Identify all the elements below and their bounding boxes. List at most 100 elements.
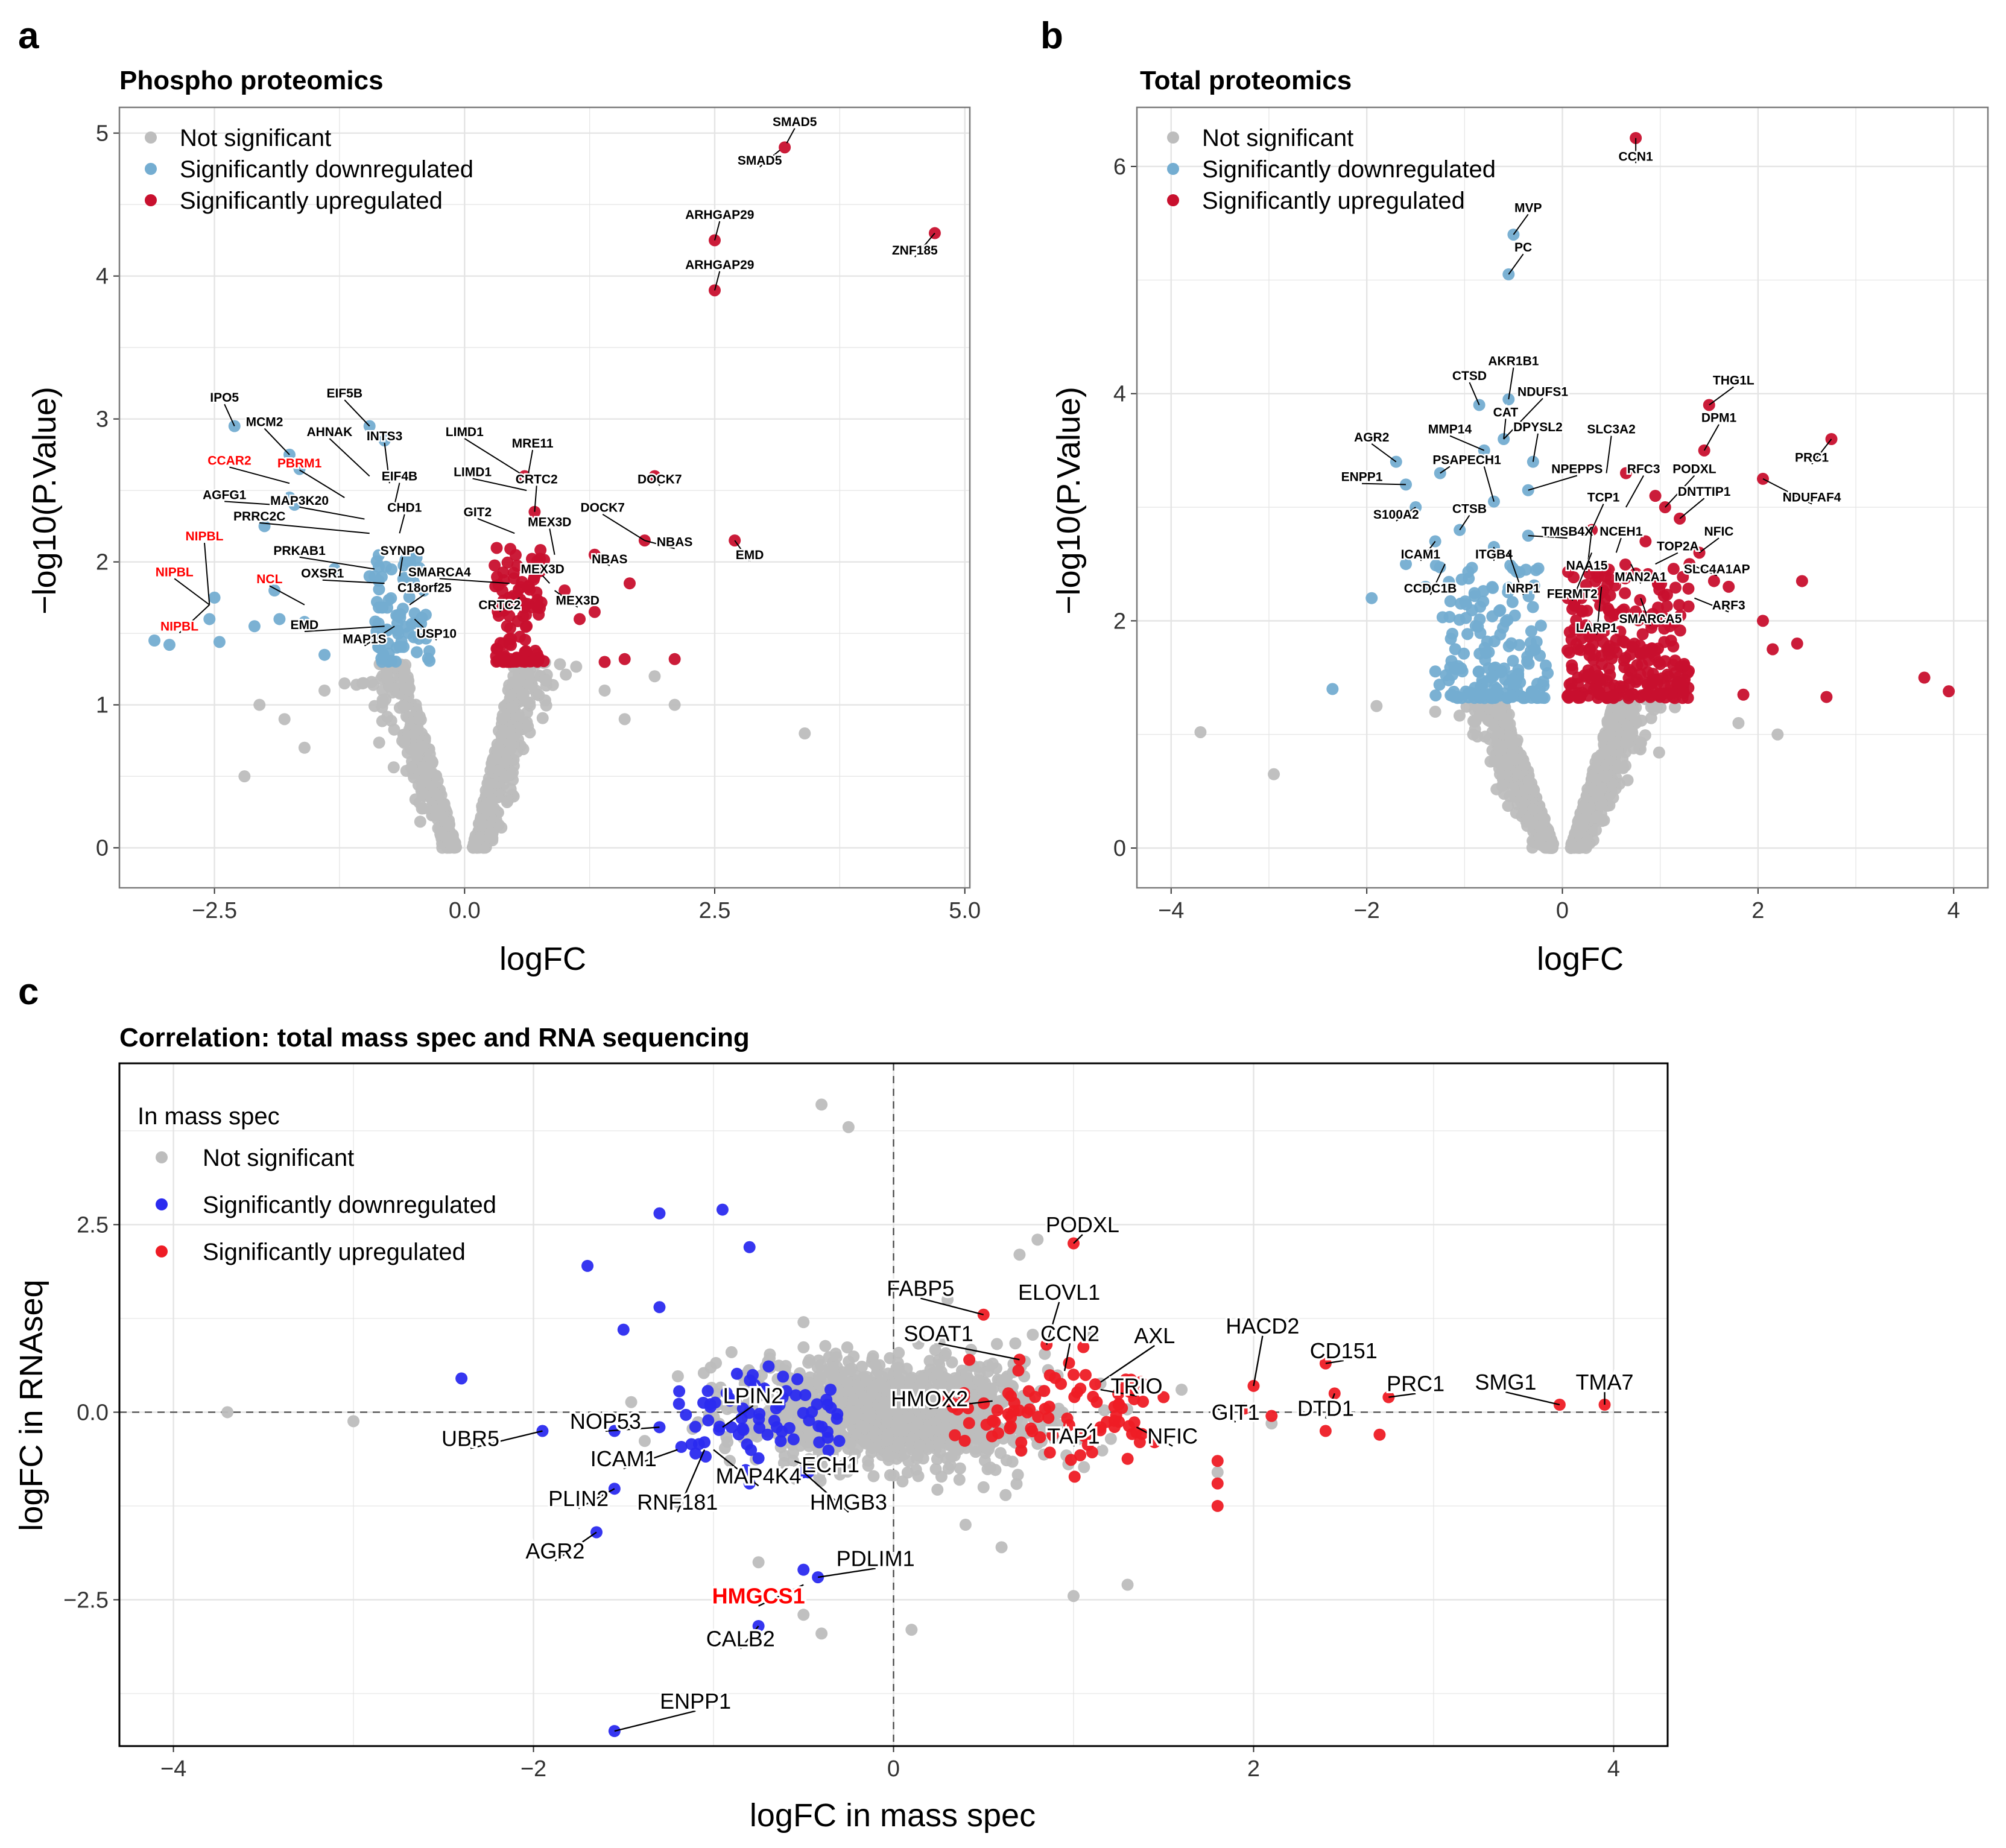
point-not-significant: [1771, 728, 1784, 741]
point-not-significant: [995, 1541, 1008, 1554]
point-downregulated: [378, 434, 391, 447]
legend-label: Not significant: [203, 1145, 354, 1171]
point-not-significant: [428, 786, 440, 799]
point-label: CCDC1B: [1404, 581, 1457, 595]
point-upregulated: [1660, 615, 1672, 628]
point-not-significant: [438, 799, 451, 812]
point-downregulated: [385, 592, 397, 604]
point-not-significant: [978, 1454, 991, 1467]
point-upregulated: [1756, 615, 1769, 627]
point-not-significant: [338, 677, 351, 690]
y-tick-label: 4: [1113, 382, 1126, 407]
y-tick-label: 0: [96, 836, 109, 861]
point-label: NFIC: [1704, 525, 1733, 539]
point-downregulated: [791, 1373, 804, 1385]
point-downregulated: [1436, 611, 1449, 624]
point-downregulated: [1449, 663, 1462, 676]
point-upregulated: [1211, 1477, 1224, 1490]
panel-c-xlabel: logFC in mass spec: [750, 1797, 1036, 1834]
point-not-significant: [504, 689, 517, 701]
point-downregulated: [1482, 646, 1495, 659]
panel-a-ylabel: −log10(P.Value): [27, 387, 63, 615]
point-not-significant: [523, 696, 536, 709]
label-leader-line: [304, 625, 385, 633]
point-upregulated: [1319, 1425, 1332, 1437]
legend-key-not-significant: [156, 1151, 168, 1163]
point-upregulated: [1651, 673, 1663, 686]
point-label: DPM1: [1701, 411, 1737, 425]
point-label: AHNAK: [306, 425, 352, 439]
point-not-significant: [1507, 782, 1520, 795]
label-leader-line: [464, 438, 525, 477]
x-tick-label: 0: [1556, 898, 1569, 923]
point-upregulated: [1026, 1425, 1039, 1438]
point-not-significant: [999, 1489, 1012, 1501]
point-not-significant: [522, 720, 534, 733]
point-label: CCN1: [1619, 150, 1653, 164]
point-downregulated: [831, 1408, 844, 1420]
point-downregulated: [1453, 613, 1466, 626]
point-not-significant: [855, 1420, 867, 1432]
point-downregulated: [409, 617, 422, 630]
point-upregulated: [1791, 638, 1803, 650]
point-label: PODXL: [1046, 1212, 1119, 1237]
point-not-significant: [1493, 768, 1506, 780]
point-downregulated: [1482, 662, 1495, 674]
point-upregulated: [1563, 626, 1576, 639]
point-not-significant: [482, 785, 495, 797]
point-not-significant: [815, 1098, 828, 1111]
point-not-significant: [890, 1419, 902, 1431]
point-upregulated: [1626, 641, 1639, 653]
data-points: [148, 141, 941, 854]
label-leader-line: [644, 540, 675, 549]
point-not-significant: [718, 1442, 731, 1455]
point-label: MMP14: [1428, 423, 1472, 437]
point-upregulated: [1373, 1428, 1386, 1441]
panel-a-title: Phospho proteomics: [119, 66, 384, 95]
point-label: CRTC2: [478, 598, 520, 612]
point-not-significant: [501, 754, 513, 767]
point-label: MEX3D: [521, 563, 565, 577]
point-not-significant: [506, 701, 519, 714]
point-downregulated: [397, 573, 410, 586]
point-not-significant: [1574, 825, 1587, 838]
point-label: SMARCA5: [1619, 612, 1682, 626]
point-not-significant: [381, 710, 394, 723]
point-not-significant: [1527, 803, 1540, 815]
label-leader-line: [1508, 552, 1524, 595]
point-not-significant: [648, 670, 661, 683]
label-leader-line: [299, 469, 345, 498]
point-label: ICAM1: [1401, 548, 1441, 562]
point-upregulated: [1577, 605, 1589, 618]
panel-a-phospho-volcano: a Phospho proteomics −2.5 0.0 2.5 5.0 0 1 2 3 4 5…: [18, 15, 981, 977]
point-label: CCAR2: [207, 454, 251, 467]
point-downregulated: [373, 641, 386, 654]
point-not-significant: [439, 815, 452, 827]
point-upregulated: [1619, 467, 1632, 479]
point-upregulated: [1943, 685, 1955, 698]
point-downregulated: [1542, 667, 1554, 680]
point-label: HMGCS1: [712, 1584, 805, 1609]
point-downregulated: [1477, 595, 1490, 608]
point-not-significant: [435, 827, 448, 840]
point-not-significant: [1596, 797, 1609, 810]
label-leader-line: [526, 449, 534, 484]
label-leader-line: [594, 554, 610, 566]
point-upregulated: [1211, 1455, 1224, 1467]
point-not-significant: [1635, 714, 1648, 727]
point-not-significant: [1669, 701, 1682, 714]
point-label: PBRM1: [277, 457, 322, 470]
point-not-significant: [929, 1463, 942, 1475]
label-leader-line: [1532, 433, 1539, 462]
y-tick-label: 3: [96, 407, 109, 432]
point-label: MEX3D: [528, 515, 571, 529]
point-not-significant: [560, 668, 572, 681]
point-upregulated: [1211, 1499, 1224, 1512]
point-label: NBAS: [592, 552, 628, 566]
point-downregulated: [653, 1301, 666, 1314]
point-not-significant: [1211, 1466, 1224, 1478]
label-leader-line: [499, 597, 520, 612]
point-downregulated: [1443, 575, 1455, 588]
point-downregulated: [1429, 689, 1442, 701]
